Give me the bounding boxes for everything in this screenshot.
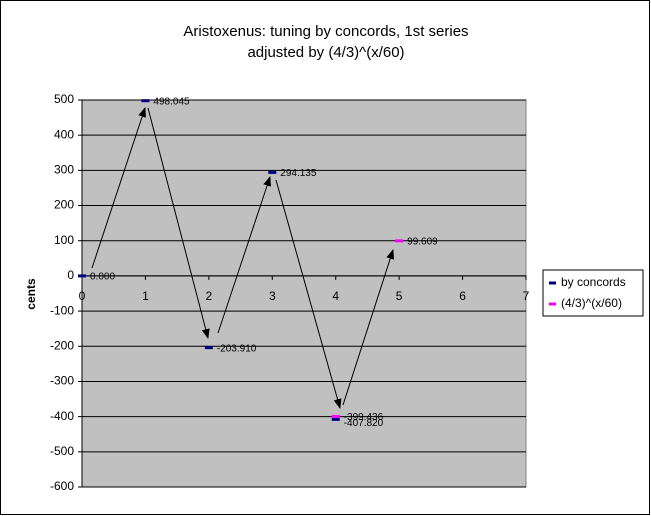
marker — [268, 170, 277, 174]
arrow — [217, 176, 271, 334]
legend-swatch — [549, 281, 556, 285]
data-label: 498.045 — [153, 96, 190, 107]
x-tick-label: 7 — [523, 289, 530, 303]
y-tick-label: 100 — [54, 233, 74, 247]
arrows — [91, 107, 395, 409]
legend — [542, 269, 644, 317]
legend-label: (4/3)^(x/60) — [561, 296, 622, 310]
grid — [82, 99, 526, 488]
chart-title: adjusted by (4/3)^(x/60) — [247, 44, 404, 61]
data-label: 0.000 — [90, 272, 115, 283]
marker — [395, 239, 404, 243]
x-tick-label: 2 — [206, 289, 213, 303]
x-tick-label: 1 — [142, 289, 149, 303]
y-tick-label: -300 — [50, 374, 74, 388]
data-label: 99.609 — [407, 237, 438, 248]
y-tick-label: 200 — [54, 198, 74, 212]
x-tick-label: 6 — [459, 289, 466, 303]
y-tick-label: 0 — [67, 268, 74, 282]
x-tick-label: 4 — [332, 289, 339, 303]
y-axis-label: cents — [24, 278, 38, 310]
y-tick-label: 500 — [54, 92, 74, 106]
y-tick-label: -200 — [50, 338, 74, 352]
data-label: 294.135 — [280, 168, 317, 179]
x-tick-label: 5 — [396, 289, 403, 303]
arrow — [147, 107, 210, 339]
marker — [331, 414, 340, 418]
legend-label: by concords — [561, 275, 626, 289]
chart-title: Aristoxenus: tuning by concords, 1st ser… — [183, 23, 468, 40]
legend-swatch — [549, 302, 556, 306]
y-tick-label: 300 — [54, 163, 74, 177]
data-label: -399.436 — [344, 412, 384, 423]
marker — [141, 99, 150, 103]
data-label: -203.910 — [217, 343, 257, 354]
x-tick-label: 0 — [79, 289, 86, 303]
data-label: -407.820 — [344, 418, 384, 429]
x-tick-label: 3 — [269, 289, 276, 303]
y-tick-label: -100 — [50, 303, 74, 317]
marker — [78, 274, 86, 278]
marker — [331, 417, 340, 421]
y-tick-label: -400 — [50, 409, 74, 423]
y-tick-label: -500 — [50, 444, 74, 458]
marker — [204, 346, 213, 350]
arrow — [275, 179, 342, 409]
arrow — [91, 107, 146, 269]
y-tick-label: -600 — [50, 479, 74, 493]
plot-area — [81, 99, 527, 488]
y-tick-label: 400 — [54, 127, 74, 141]
